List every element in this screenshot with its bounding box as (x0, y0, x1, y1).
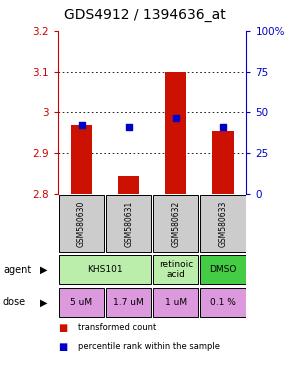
Text: GSM580632: GSM580632 (171, 200, 180, 247)
Text: GDS4912 / 1394636_at: GDS4912 / 1394636_at (64, 8, 226, 22)
Text: retinoic
acid: retinoic acid (159, 260, 193, 280)
Bar (153, 288, 198, 317)
Bar (200, 288, 246, 317)
Text: 0.1 %: 0.1 % (210, 298, 236, 307)
Text: ■: ■ (58, 342, 67, 352)
Text: KHS101: KHS101 (87, 265, 123, 274)
Text: 5 uM: 5 uM (70, 298, 93, 307)
Point (221, 124, 225, 130)
Bar (153, 255, 198, 285)
Point (79, 121, 84, 127)
Text: GSM580631: GSM580631 (124, 200, 133, 247)
Bar (59, 288, 104, 317)
Bar (106, 195, 151, 252)
Text: percentile rank within the sample: percentile rank within the sample (78, 342, 220, 351)
Bar (212, 131, 233, 194)
Text: GSM580633: GSM580633 (218, 200, 227, 247)
Bar (118, 175, 139, 194)
Point (173, 115, 178, 121)
Point (126, 124, 131, 130)
Bar (59, 255, 151, 285)
Text: DMSO: DMSO (209, 265, 237, 274)
Bar (71, 124, 92, 194)
Bar (106, 288, 151, 317)
Bar (200, 195, 246, 252)
Text: ▶: ▶ (40, 297, 47, 308)
Bar (59, 195, 104, 252)
Bar (200, 255, 246, 285)
Text: dose: dose (3, 297, 26, 308)
Bar (153, 195, 198, 252)
Text: ▶: ▶ (40, 265, 47, 275)
Text: 1.7 uM: 1.7 uM (113, 298, 144, 307)
Text: transformed count: transformed count (78, 323, 157, 331)
Text: GSM580630: GSM580630 (77, 200, 86, 247)
Text: agent: agent (3, 265, 31, 275)
Bar (165, 71, 186, 194)
Text: ■: ■ (58, 323, 67, 333)
Text: 1 uM: 1 uM (165, 298, 187, 307)
